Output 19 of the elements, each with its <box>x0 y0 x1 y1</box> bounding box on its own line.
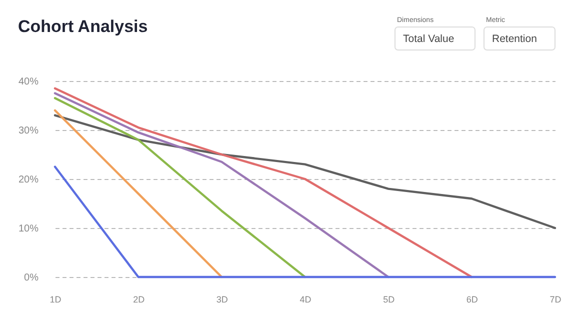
line-series <box>54 114 556 230</box>
text: Retention <box>492 33 538 45</box>
x-tick-label: 4D <box>300 294 312 304</box>
chart-title: Cohort Analysis <box>18 17 148 36</box>
line-series <box>54 92 390 278</box>
line-series <box>54 87 473 278</box>
x-tick-label: 1D <box>50 294 62 304</box>
x-tick-label: 5D <box>383 294 396 304</box>
y-tick-label: 30% <box>18 126 39 136</box>
x-tick-label: 3D <box>216 294 228 304</box>
x-tick-label: 6D <box>466 294 478 304</box>
x-tick-label: 2D <box>133 294 146 304</box>
text: Total Value <box>403 33 454 45</box>
y-tick-label: 10% <box>18 224 39 234</box>
y-tick-label: 40% <box>18 76 39 88</box>
y-tick-label: 20% <box>18 174 39 186</box>
x-tick-label: 7D <box>550 294 562 304</box>
y-tick-label: 0% <box>24 272 39 284</box>
line-series <box>54 97 306 278</box>
